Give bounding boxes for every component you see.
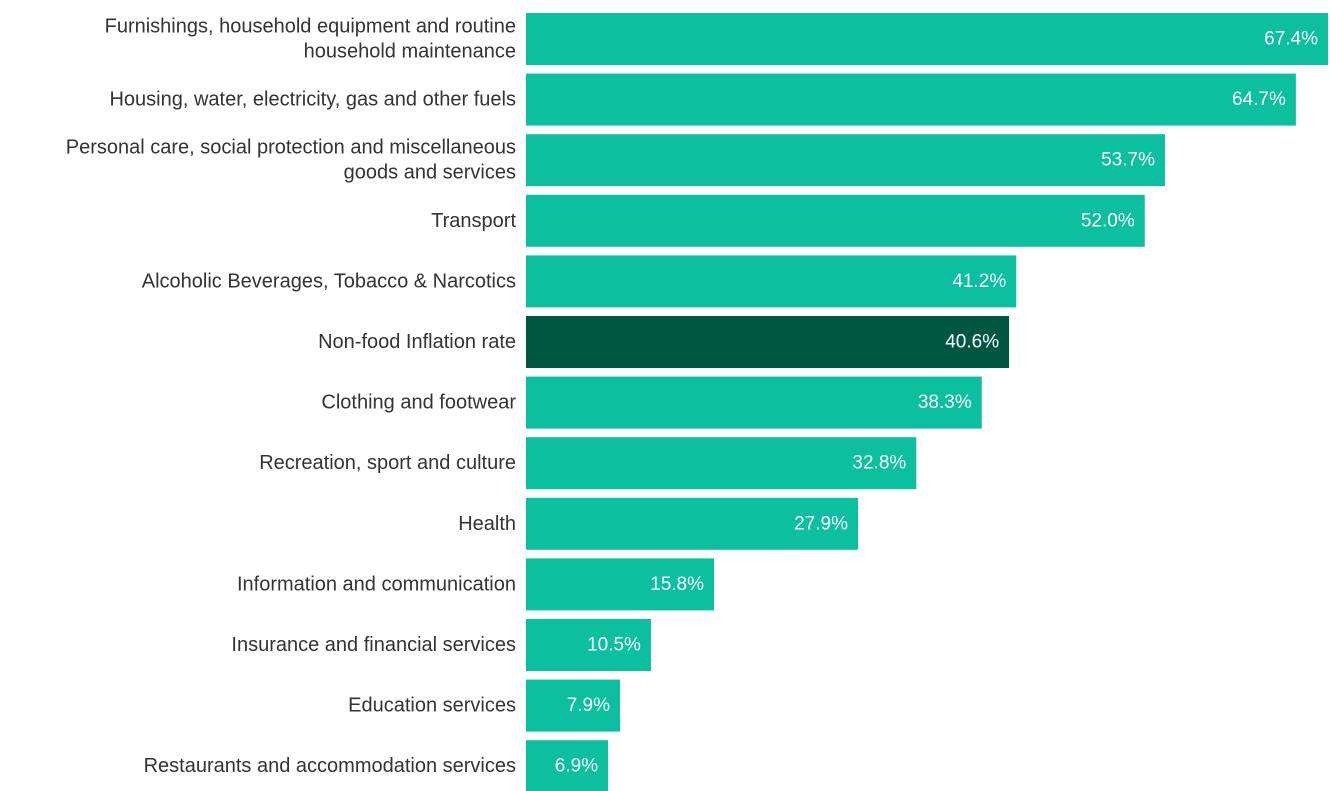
category-label-line: household maintenance bbox=[304, 41, 516, 63]
bar bbox=[526, 740, 609, 791]
category-labels-layer: Furnishings, household equipment and rou… bbox=[66, 16, 517, 778]
bar-value-label: 41.2% bbox=[952, 271, 1006, 292]
category-label-line: Non-food Inflation rate bbox=[318, 331, 516, 353]
bar bbox=[526, 194, 1145, 247]
bar bbox=[526, 376, 982, 429]
bars-layer bbox=[526, 13, 1328, 791]
bar-value-label: 6.9% bbox=[555, 756, 598, 777]
category-label: Transport bbox=[431, 210, 516, 232]
bar-value-label: 15.8% bbox=[650, 574, 704, 595]
category-label-line: Information and communication bbox=[237, 573, 516, 595]
category-label: Clothing and footwear bbox=[321, 392, 516, 414]
bar bbox=[526, 497, 858, 550]
bar bbox=[526, 619, 651, 671]
category-label-line: Housing, water, electricity, gas and oth… bbox=[109, 89, 516, 111]
bar-value-label: 38.3% bbox=[918, 392, 972, 413]
category-label: Health bbox=[458, 513, 516, 535]
category-label-line: Alcoholic Beverages, Tobacco & Narcotics bbox=[142, 270, 516, 292]
category-label: Personal care, social protection and mis… bbox=[66, 137, 516, 184]
bar-value-label: 10.5% bbox=[587, 635, 641, 656]
bar-value-label: 52.0% bbox=[1081, 210, 1135, 231]
category-label-line: Clothing and footwear bbox=[321, 392, 516, 414]
bar bbox=[526, 437, 917, 490]
category-label-line: Education services bbox=[348, 695, 516, 717]
bar-value-label: 64.7% bbox=[1232, 89, 1286, 110]
bar bbox=[526, 13, 1328, 65]
category-label-line: Health bbox=[458, 513, 516, 535]
bar-value-label: 27.9% bbox=[794, 513, 848, 534]
category-label-line: goods and services bbox=[344, 162, 516, 184]
bar-value-label: 32.8% bbox=[852, 453, 906, 474]
bar-value-label: 40.6% bbox=[945, 332, 999, 353]
category-label: Recreation, sport and culture bbox=[259, 452, 516, 474]
category-label-line: Transport bbox=[431, 210, 516, 232]
category-label-line: Recreation, sport and culture bbox=[259, 452, 516, 474]
bar-value-label: 53.7% bbox=[1101, 150, 1155, 171]
bar bbox=[526, 73, 1296, 126]
category-label-line: Personal care, social protection and mis… bbox=[66, 137, 516, 159]
bar bbox=[526, 558, 715, 611]
bar bbox=[526, 679, 621, 732]
value-labels-layer: 67.4% 64.7% 53.7% 52.0% 41.2% 40.6% 38.3% 32.8%… bbox=[555, 29, 1318, 777]
category-label-line: Furnishings, household equipment and rou… bbox=[105, 16, 516, 38]
bar-value-label: 7.9% bbox=[567, 695, 610, 716]
category-label: Insurance and financial services bbox=[231, 634, 516, 656]
category-label: Alcoholic Beverages, Tobacco & Narcotics bbox=[142, 270, 516, 292]
bar bbox=[526, 255, 1017, 308]
category-label: Housing, water, electricity, gas and oth… bbox=[109, 89, 516, 111]
category-label: Furnishings, household equipment and rou… bbox=[105, 16, 516, 63]
category-label: Restaurants and accommodation services bbox=[144, 755, 516, 777]
bar-highlight bbox=[526, 316, 1010, 368]
category-label: Education services bbox=[348, 695, 516, 717]
bar-value-label: 67.4% bbox=[1264, 29, 1318, 50]
category-label-line: Restaurants and accommodation services bbox=[144, 755, 516, 777]
bar bbox=[526, 134, 1165, 187]
category-label-line: Insurance and financial services bbox=[231, 634, 516, 656]
category-label: Non-food Inflation rate bbox=[318, 331, 516, 353]
category-label: Information and communication bbox=[237, 573, 516, 595]
